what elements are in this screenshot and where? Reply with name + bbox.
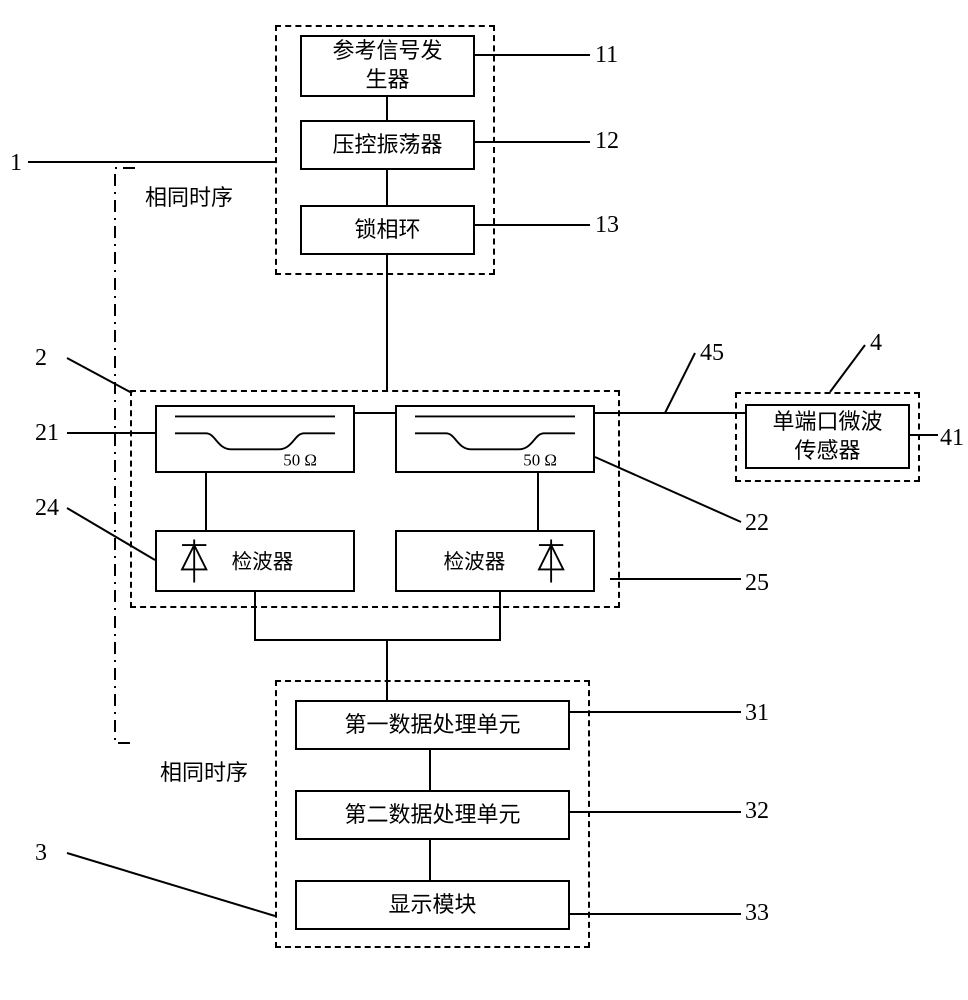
coupler-icon: 50 Ω: [397, 407, 593, 471]
label-13: 13: [595, 212, 619, 239]
box-label: 第一数据处理单元: [344, 711, 520, 740]
box-pll: 锁相环: [300, 205, 475, 255]
label-25: 25: [745, 570, 769, 597]
detector-icon: 检波器: [397, 532, 593, 590]
label-4: 4: [870, 330, 882, 357]
detector-25: 检波器: [395, 530, 595, 592]
box-ref-signal-gen: 参考信号发生器: [300, 35, 475, 97]
annotation-same-timing-2: 相同时序: [160, 755, 248, 787]
box-proc-2: 第二数据处理单元: [295, 790, 570, 840]
box-sensor: 单端口微波传感器: [745, 404, 910, 469]
impedance-label: 50 Ω: [283, 450, 317, 469]
label-1: 1: [10, 150, 22, 177]
box-label: 显示模块: [388, 891, 476, 920]
detector-24: 检波器: [155, 530, 355, 592]
box-label: 参考信号发生器: [332, 37, 442, 94]
box-vco: 压控振荡器: [300, 120, 475, 170]
box-label: 第二数据处理单元: [344, 801, 520, 830]
box-display: 显示模块: [295, 880, 570, 930]
detector-label: 检波器: [444, 550, 506, 573]
label-32: 32: [745, 798, 769, 825]
coupler-22: 50 Ω: [395, 405, 595, 473]
label-31: 31: [745, 700, 769, 727]
block-diagram: 参考信号发生器 压控振荡器 锁相环 50 Ω 50 Ω 检波器 检波器: [0, 0, 968, 1000]
label-2: 2: [35, 345, 47, 372]
label-12: 12: [595, 128, 619, 155]
coupler-21: 50 Ω: [155, 405, 355, 473]
label-22: 22: [745, 510, 769, 537]
label-3: 3: [35, 840, 47, 867]
box-label: 压控振荡器: [332, 131, 442, 160]
box-label: 单端口微波传感器: [772, 408, 882, 465]
detector-icon: 检波器: [157, 532, 353, 590]
detector-label: 检波器: [232, 550, 294, 573]
label-11: 11: [595, 42, 618, 69]
label-24: 24: [35, 495, 59, 522]
coupler-icon: 50 Ω: [157, 407, 353, 471]
box-label: 锁相环: [354, 216, 420, 245]
impedance-label: 50 Ω: [523, 450, 557, 469]
box-proc-1: 第一数据处理单元: [295, 700, 570, 750]
annotation-same-timing-1: 相同时序: [145, 180, 233, 212]
label-21: 21: [35, 420, 59, 447]
label-41: 41: [940, 425, 964, 452]
label-45: 45: [700, 340, 724, 367]
label-33: 33: [745, 900, 769, 927]
